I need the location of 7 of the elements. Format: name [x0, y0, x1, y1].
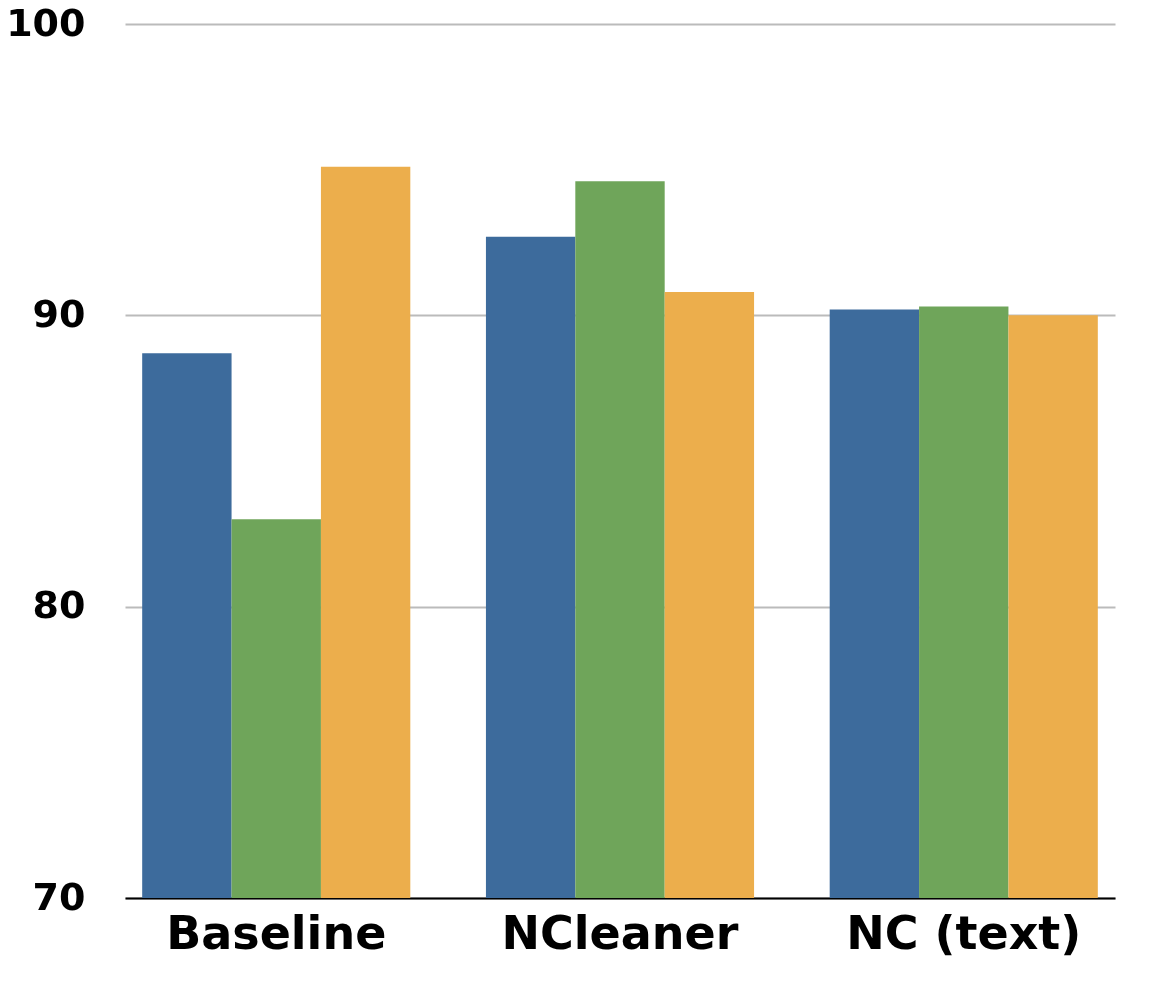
- x-tick-label: NC (text): [846, 905, 1082, 960]
- x-tick-label: Baseline: [166, 905, 387, 960]
- y-tick-label: 80: [32, 583, 86, 628]
- y-tick-label: 90: [32, 291, 86, 336]
- y-tick-label: 70: [32, 874, 86, 919]
- x-tick-label: NCleaner: [501, 905, 739, 960]
- y-tick-label: 100: [6, 0, 86, 45]
